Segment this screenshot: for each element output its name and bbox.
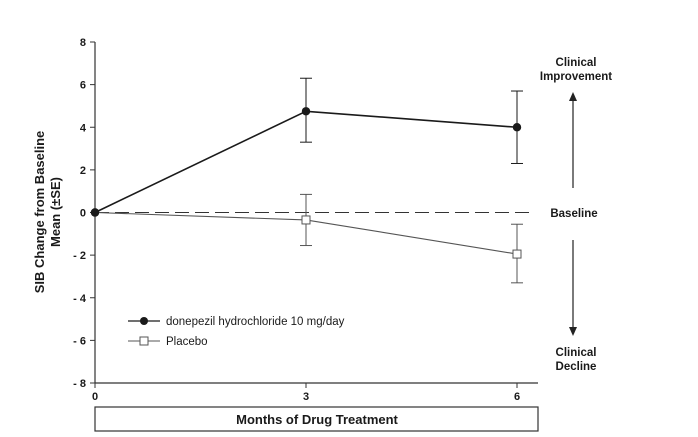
series-placebo: [90, 193, 523, 284]
decline-label-line2: Decline: [556, 361, 597, 373]
y-tick-label: 2: [80, 165, 86, 177]
y-ticks: 8 6 4 2 0 - 2 - 4 - 6 - 8: [73, 37, 95, 390]
series-layer: [90, 77, 523, 284]
y-tick-label: - 4: [73, 293, 87, 305]
improvement-label-line2: Improvement: [540, 71, 612, 83]
x-ticks: 0 3 6: [92, 383, 520, 403]
x-tick-label: 6: [514, 391, 520, 403]
filled-circle-marker-icon: [140, 317, 148, 325]
data-point: [90, 208, 100, 217]
improvement-label-line1: Clinical: [556, 57, 597, 69]
decline-arrow-icon: [569, 240, 577, 336]
improvement-arrow-icon: [569, 92, 577, 188]
x-tick-label: 0: [92, 391, 98, 403]
legend: donepezil hydrochloride 10 mg/day Placeb…: [128, 316, 345, 348]
data-point: [301, 107, 311, 116]
y-axis-label-line2: Mean (±SE): [48, 177, 63, 247]
data-point: [512, 123, 522, 132]
x-axis-label-box: Months of Drug Treatment: [94, 406, 539, 432]
legend-item-donepezil: donepezil hydrochloride 10 mg/day: [128, 316, 345, 328]
x-axis-label: Months of Drug Treatment: [236, 412, 398, 427]
y-tick-label: - 2: [73, 250, 86, 262]
series-donepezil: [90, 77, 523, 217]
decline-label-line1: Clinical: [556, 347, 597, 359]
legend-label-donepezil: donepezil hydrochloride 10 mg/day: [166, 316, 345, 328]
y-tick-label: 6: [80, 80, 86, 92]
open-square-marker-icon: [139, 336, 149, 346]
y-axis-label-line1: SIB Change from Baseline: [32, 131, 47, 294]
data-point: [301, 215, 311, 225]
baseline-label: Baseline: [550, 208, 597, 220]
y-tick-label: 0: [80, 208, 86, 220]
x-tick-label: 3: [303, 391, 309, 403]
legend-label-placebo: Placebo: [166, 336, 208, 348]
data-point: [512, 249, 522, 259]
y-tick-label: - 6: [73, 335, 86, 347]
y-tick-label: 8: [80, 37, 86, 49]
legend-item-placebo: Placebo: [128, 336, 208, 348]
y-axis-label: SIB Change from Baseline Mean (±SE): [32, 131, 63, 294]
y-tick-label: - 8: [73, 378, 86, 390]
y-tick-label: 4: [80, 122, 87, 134]
